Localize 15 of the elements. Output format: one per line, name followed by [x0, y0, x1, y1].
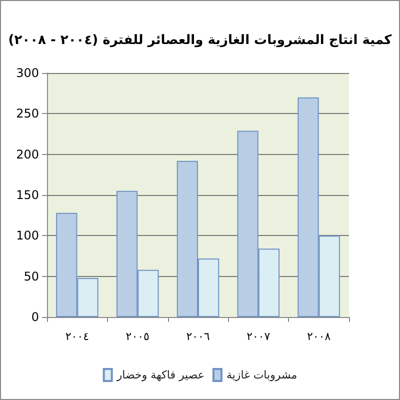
y-tick-label: 150: [16, 188, 39, 202]
y-tick-label: 300: [16, 66, 39, 80]
y-tick-label: 250: [16, 106, 39, 121]
y-tick-label: 50: [24, 269, 39, 284]
y-tick-label: 100: [16, 228, 39, 243]
x-tick-label: ٢٠٠٦: [186, 330, 210, 343]
y-tick-label: 0: [31, 310, 39, 324]
y-tick-label: 200: [16, 147, 39, 162]
x-tick-label: ٢٠٠٧: [246, 330, 270, 343]
x-tick-label: ٢٠٠٤: [65, 330, 90, 343]
legend-label: مشروبات غازية: [226, 368, 298, 382]
x-tick-label: ٢٠٠٨: [306, 330, 331, 343]
x-tick-label: ٢٠٠٥: [126, 330, 150, 343]
legend-label: عصير فاكهة وخضار: [116, 368, 204, 382]
chart-title: كمية انتاج المشروبات الغازية والعصائر للفترة (٢٠٠٤ - ٢٠٠٨): [8, 33, 392, 48]
